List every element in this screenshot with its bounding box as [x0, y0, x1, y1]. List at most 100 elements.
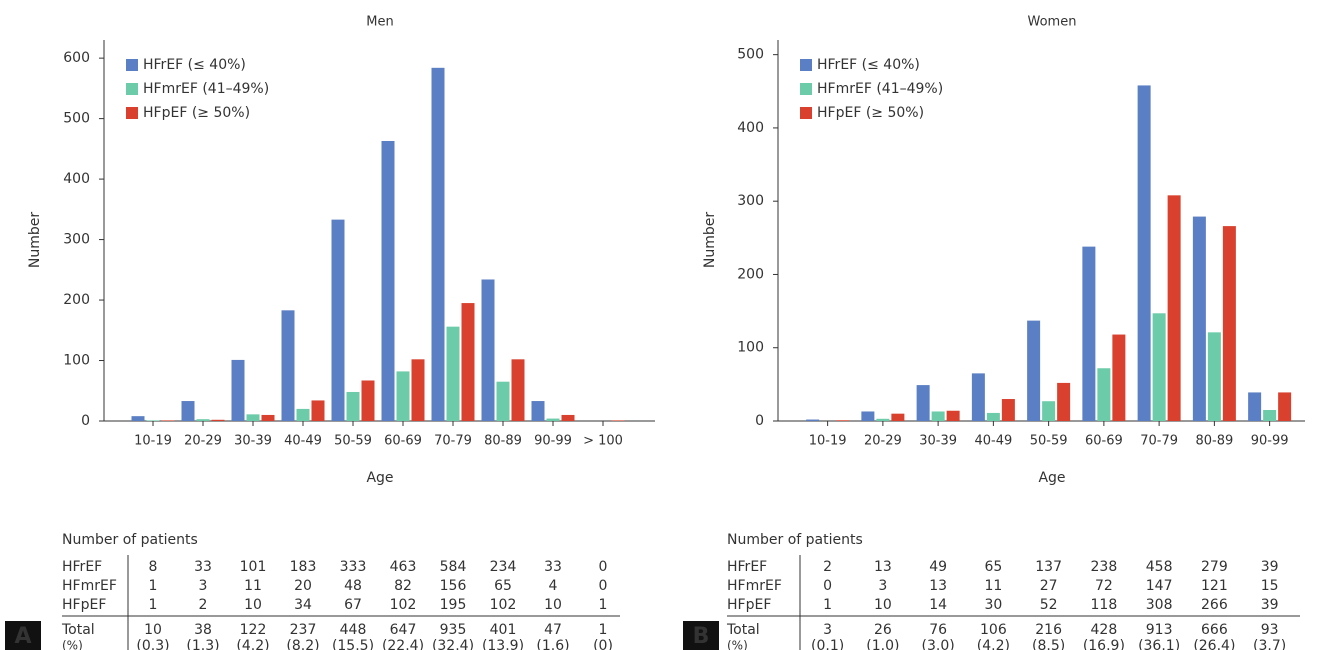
bar	[1263, 410, 1277, 421]
legend-label: HFmrEF (41–49%)	[143, 81, 269, 97]
x-tick-label: 20-29	[864, 434, 902, 449]
table-cell: 0	[599, 578, 608, 594]
bar	[411, 359, 425, 421]
table-cell: (8.5)	[1032, 638, 1065, 650]
bar	[1152, 313, 1166, 421]
bar	[1278, 392, 1292, 421]
bar	[346, 391, 360, 421]
table-cell: 106	[980, 622, 1007, 638]
bar	[1027, 320, 1041, 421]
bar	[1167, 195, 1181, 421]
legend-swatch	[126, 83, 138, 95]
table-cell: 122	[240, 622, 267, 638]
x-tick-label: 60-69	[1085, 434, 1123, 449]
table-cell: 1	[599, 597, 608, 613]
table-row-label: HFmrEF	[62, 578, 117, 594]
table-cell: 647	[390, 622, 417, 638]
y-tick-label: 200	[737, 266, 764, 282]
bar	[196, 419, 210, 421]
table-row-label: Total	[61, 622, 95, 638]
table-cell: 14	[929, 597, 947, 613]
table-cell: 93	[1261, 622, 1279, 638]
panel-label: B	[693, 624, 710, 649]
table-cell: 463	[390, 559, 417, 575]
bar	[946, 410, 960, 421]
table-cell: 49	[929, 559, 947, 575]
table-cell: 27	[1040, 578, 1058, 594]
table-cell: (1.6)	[536, 638, 569, 650]
table-caption: Number of patients	[727, 532, 863, 548]
table-cell: (0.1)	[811, 638, 844, 650]
table-cell: 238	[1091, 559, 1118, 575]
table-cell: (0.3)	[136, 638, 169, 650]
x-tick-label: 20-29	[184, 434, 222, 449]
table-caption: Number of patients	[62, 532, 198, 548]
table-cell: 102	[490, 597, 517, 613]
bar	[446, 326, 460, 421]
table-cell: 156	[440, 578, 467, 594]
table-cell: 147	[1146, 578, 1173, 594]
x-axis-label: Age	[1038, 470, 1065, 486]
legend-label: HFmrEF (41–49%)	[817, 81, 943, 97]
x-tick-label: 70-79	[434, 434, 472, 449]
table-cell: 10	[144, 622, 162, 638]
table-cell: (4.2)	[977, 638, 1010, 650]
bar	[1042, 401, 1056, 421]
bar	[611, 420, 625, 421]
bar	[531, 401, 545, 421]
bar	[971, 373, 985, 421]
x-tick-label: 10-19	[809, 434, 847, 449]
bar	[381, 140, 395, 421]
table-cell: 121	[1201, 578, 1228, 594]
table-cell: 101	[240, 559, 267, 575]
y-tick-label: 100	[737, 340, 764, 356]
table-cell: (26.4)	[1193, 638, 1235, 650]
bar	[1097, 368, 1111, 421]
legend-swatch	[800, 59, 812, 71]
bar	[461, 303, 475, 421]
panel-label-box	[683, 621, 719, 650]
bar	[1207, 332, 1221, 421]
table-row-label: HFrEF	[727, 559, 767, 575]
table-cell: 1	[149, 578, 158, 594]
bar	[281, 310, 295, 421]
bar	[181, 401, 195, 421]
table-cell: (15.5)	[332, 638, 374, 650]
y-tick-label: 600	[63, 50, 90, 66]
bar	[806, 419, 820, 421]
bar	[161, 420, 175, 421]
table-cell: 102	[390, 597, 417, 613]
x-tick-label: 10-19	[134, 434, 172, 449]
table-row-label: (%)	[62, 639, 83, 650]
table-cell: (1.0)	[866, 638, 899, 650]
x-tick-label: 80-89	[484, 434, 522, 449]
table-cell: 8	[149, 559, 158, 575]
table-cell: 935	[440, 622, 467, 638]
y-tick-label: 0	[755, 413, 764, 429]
legend-swatch	[800, 107, 812, 119]
x-tick-label: 60-69	[384, 434, 422, 449]
y-tick-label: 300	[737, 193, 764, 209]
bar	[496, 381, 510, 421]
table-cell: 3	[878, 578, 887, 594]
table-cell: 3	[199, 578, 208, 594]
bar	[1001, 399, 1015, 421]
x-tick-label: 50-59	[334, 434, 372, 449]
table-cell: 82	[394, 578, 412, 594]
y-axis-label: Number	[27, 212, 43, 268]
table-cell: 10	[874, 597, 892, 613]
bar	[916, 385, 930, 421]
bar	[146, 420, 160, 421]
bar	[1057, 382, 1071, 421]
bar	[1248, 392, 1262, 421]
table-cell: (22.4)	[382, 638, 424, 650]
bar	[836, 420, 850, 421]
table-cell: 67	[344, 597, 362, 613]
table-cell: (8.2)	[286, 638, 319, 650]
table-cell: 2	[199, 597, 208, 613]
table-cell: 76	[929, 622, 947, 638]
x-axis-label: Age	[366, 470, 393, 486]
bar	[231, 359, 245, 421]
table-cell: 33	[544, 559, 562, 575]
bar	[876, 418, 890, 421]
